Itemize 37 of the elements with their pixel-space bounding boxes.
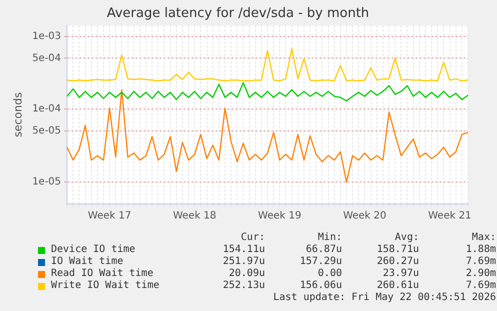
text: Last update: Fri May 22 00:45:51 2026	[272, 292, 496, 304]
y-axis-title: seconds	[11, 92, 24, 138]
text: 1.88m	[464, 244, 496, 256]
text: 260.27u	[376, 256, 419, 268]
chart-title: Average latency for /dev/sda - by month	[106, 6, 370, 22]
y-tick-label: 1e-05	[32, 176, 62, 188]
text: 158.71u	[376, 244, 419, 256]
text: 20.09u	[228, 268, 265, 280]
text: 156.06u	[298, 280, 342, 292]
text: 154.11u	[222, 244, 265, 256]
text: 157.29u	[298, 256, 342, 268]
text: 0.00	[316, 268, 342, 280]
legend-label: Device IO time	[50, 244, 136, 256]
x-tick-label: Week 18	[172, 210, 216, 222]
x-tick-label: Week 20	[343, 210, 386, 222]
text: 2.90m	[464, 268, 496, 280]
text: 23.97u	[382, 268, 419, 280]
x-tick-label: Week 19	[258, 210, 302, 222]
text: 66.87u	[304, 244, 342, 256]
x-tick-label: Week 17	[88, 210, 132, 222]
text: 7.69m	[464, 280, 496, 292]
legend-label: Read IO Wait time	[50, 268, 154, 280]
text: Cur:	[240, 232, 265, 244]
legend-label: Write IO Wait time	[50, 280, 160, 292]
y-tick-label: 1e-03	[32, 30, 62, 42]
x-tick-label: Week 21	[428, 210, 472, 222]
y-tick-label: 5e-04	[32, 52, 62, 64]
y-tick-label: 5e-05	[32, 126, 62, 137]
legend-label: IO Wait time	[50, 256, 124, 268]
text: Min:	[316, 232, 342, 244]
text: 260.61u	[376, 280, 419, 292]
text: Max:	[470, 232, 496, 244]
text: 251.97u	[222, 256, 265, 268]
text: Avg:	[394, 232, 419, 244]
y-tick-label: 1e-04	[32, 104, 62, 115]
text: 7.69m	[464, 256, 496, 268]
text: 252.13u	[222, 280, 265, 292]
